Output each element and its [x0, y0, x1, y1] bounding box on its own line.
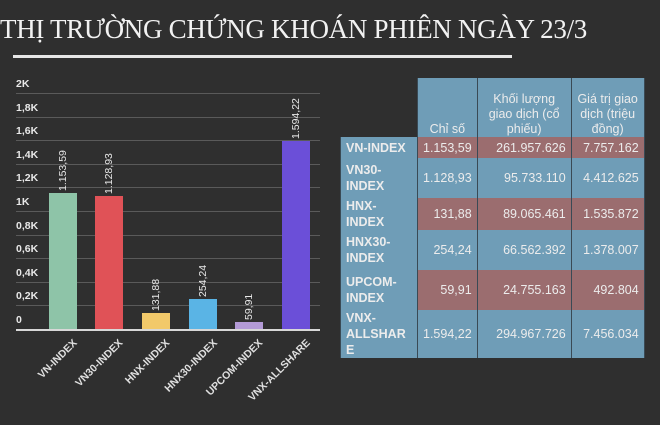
- x-tick-label: HNX-INDEX: [123, 337, 173, 387]
- bar-vn-index: [49, 192, 77, 329]
- gridline: [16, 211, 320, 212]
- x-tick-label: VN-INDEX: [35, 337, 80, 381]
- page-title: THỊ TRƯỜNG CHỨNG KHOÁN PHIÊN NGÀY 23/3: [0, 14, 587, 44]
- bar-value-label: 131,88: [150, 279, 162, 312]
- row-value: 492.804: [570, 270, 645, 310]
- y-tick-label: 0,6K: [16, 243, 39, 256]
- bar-value-label: 1.128,93: [103, 152, 115, 194]
- row-volume: 261.957.626: [476, 137, 572, 158]
- gridline: [16, 234, 320, 236]
- y-tick-label: 1,4K: [16, 148, 39, 161]
- row-value: 7.456.034: [570, 310, 645, 358]
- row-index: 254,24: [417, 230, 478, 270]
- row-index: 1.128,93: [417, 158, 478, 198]
- row-index: 131,88: [417, 198, 478, 230]
- row-name: VNX-ALLSHARE: [340, 310, 418, 358]
- header-index: Chỉ số: [417, 78, 478, 137]
- row-name-text: UPCOM-INDEX: [346, 275, 397, 305]
- row-name-text: VN30-INDEX: [346, 163, 385, 193]
- row-value: 7.757.162: [570, 137, 645, 158]
- bar-vn30-index: [95, 195, 123, 329]
- y-tick-label: 0,2K: [16, 290, 39, 303]
- row-name: VN-INDEX: [340, 137, 418, 158]
- row-volume: 95.733.110: [476, 158, 572, 198]
- bar-value-label: 1.594,22: [290, 98, 302, 139]
- y-tick-label: 0,8K: [16, 219, 39, 232]
- gridline: [16, 163, 320, 165]
- row-volume: 89.065.461: [476, 198, 572, 230]
- table-row: VN30-INDEX 1.128,93 95.733.110 4.412.625: [340, 158, 645, 198]
- bar-value-label: 59,91: [243, 293, 255, 320]
- row-name-text: HNX30-INDEX: [346, 235, 391, 265]
- x-tick-label: VN30-INDEX: [73, 337, 126, 390]
- market-table: Chỉ số Khối lượng giao dịch (cổ phiếu) G…: [340, 78, 645, 358]
- table-row: VNX-ALLSHARE 1.594,22 294.967.726 7.456.…: [340, 310, 645, 358]
- table-row: VN-INDEX 1.153,59 261.957.626 7.757.162: [340, 137, 645, 158]
- gridline: [16, 140, 320, 142]
- bar-upcom-index: [235, 321, 263, 329]
- bar-value-label: 254,24: [197, 264, 209, 297]
- gridline: [16, 258, 320, 260]
- y-tick-label: 1K: [16, 196, 30, 208]
- table-row: UPCOM-INDEX 59,91 24.755.163 492.804: [340, 270, 645, 310]
- row-name-text: VNX-ALLSHARE: [346, 311, 406, 357]
- y-tick-label: 2K: [16, 78, 30, 90]
- row-name: HNX30-INDEX: [340, 230, 418, 270]
- header-value: Giá trị giao dịch (triệu đồng): [570, 78, 645, 137]
- row-value: 4.412.625: [570, 158, 645, 198]
- row-index: 59,91: [417, 270, 478, 310]
- gridline: [16, 116, 320, 118]
- row-index: 1.153,59: [417, 137, 478, 158]
- row-name: HNX-INDEX: [340, 198, 418, 230]
- row-value: 1.378.007: [570, 230, 645, 270]
- row-volume: 294.967.726: [476, 310, 572, 358]
- table-row: HNX30-INDEX 254,24 66.562.392 1.378.007: [340, 230, 645, 270]
- bar-hnx30-index: [189, 298, 217, 329]
- gridline: [16, 281, 320, 283]
- y-tick-label: 0,4K: [16, 266, 39, 279]
- title-underline: [13, 55, 512, 58]
- bar-value-label: 1.153,59: [57, 150, 69, 191]
- y-tick-label: 1,2K: [16, 172, 39, 185]
- row-value: 1.535.872: [570, 198, 645, 230]
- y-tick-label: 1,6K: [16, 125, 39, 138]
- bar-vnx-allshare: [282, 140, 310, 329]
- gridline: [16, 93, 320, 94]
- y-tick-label: 1,8K: [16, 101, 39, 114]
- row-index: 1.594,22: [417, 310, 478, 358]
- table-row: HNX-INDEX 131,88 89.065.461 1.535.872: [340, 198, 645, 230]
- table-header-row: Chỉ số Khối lượng giao dịch (cổ phiếu) G…: [341, 78, 645, 137]
- bar-hnx-index: [142, 313, 170, 329]
- y-tick-label: 0: [16, 314, 22, 326]
- bar-chart: 0 0,2K 0,4K 0,6K 0,8K 1K 1,2K 1,4K 1,6K 1,8K 2K 1.1…: [0, 70, 330, 425]
- gridline: [16, 305, 320, 307]
- row-volume: 66.562.392: [476, 230, 572, 270]
- gridline: [16, 187, 320, 189]
- header-blank: [341, 78, 418, 137]
- row-name: VN30-INDEX: [340, 158, 418, 198]
- x-axis-line: [16, 329, 320, 331]
- row-name: UPCOM-INDEX: [340, 270, 418, 310]
- row-volume: 24.755.163: [476, 270, 572, 310]
- header-volume: Khối lượng giao dịch (cổ phiếu): [476, 78, 572, 137]
